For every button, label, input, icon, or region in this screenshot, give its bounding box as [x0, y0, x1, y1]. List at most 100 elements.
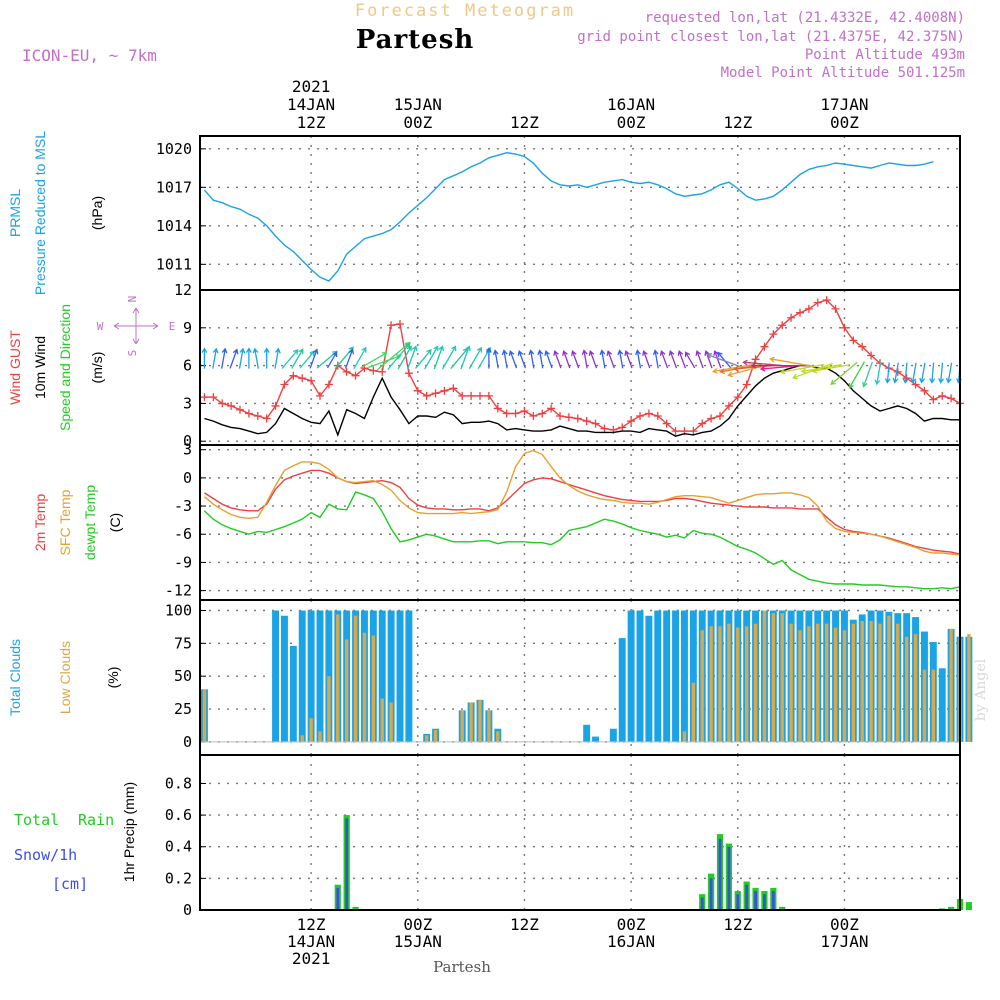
clouds-axis-label: Low Clouds: [57, 641, 73, 714]
wind-arrow: [910, 362, 917, 384]
clouds-bar: [618, 638, 626, 742]
pressure-ytick-label: 1014: [156, 217, 192, 235]
wind-point: [387, 321, 396, 330]
wind-point: [689, 427, 698, 436]
clouds-bar: [289, 645, 297, 742]
precip-bar: [345, 818, 349, 910]
wind-axis-label: Speed and Direction: [57, 304, 73, 431]
pressure-axis-label: Pressure Reduced to MSL: [32, 131, 48, 295]
wind-arrow: [800, 363, 842, 374]
temp-ytick-label: -3: [174, 497, 192, 515]
clouds-ytick-label: 100: [165, 602, 192, 620]
clouds-bar: [280, 615, 288, 742]
wind-point: [431, 389, 440, 398]
wind-arrow: [441, 345, 457, 370]
clouds-bar: [327, 676, 331, 742]
clouds-bar: [460, 710, 464, 742]
wind-arrow: [713, 349, 722, 369]
precip-bar: [779, 906, 786, 910]
temp-grid: [200, 445, 960, 600]
wind-point: [476, 391, 484, 400]
clouds-bar: [833, 627, 838, 742]
clouds-ytick-label: 25: [174, 700, 192, 718]
wind-arrow: [553, 349, 562, 369]
wind-arrow: [704, 349, 713, 369]
wind-axis-label: Wind GUST: [7, 330, 23, 405]
clouds-bar: [904, 636, 909, 742]
clouds-bar: [663, 610, 671, 742]
clouds-bar: [380, 698, 384, 742]
wind-arrow: [929, 362, 936, 384]
compass-arrows: [113, 307, 159, 345]
wind-arrow: [677, 349, 687, 369]
wind-point: [324, 380, 333, 389]
panel-clouds: 0 25 50 75 100 Total Clouds Low Clouds (%): [7, 599, 973, 756]
wind-arrow: [902, 362, 909, 384]
bottom-time-label: 00Z: [403, 915, 432, 934]
wind-arrow: [221, 347, 228, 369]
precip-bar: [736, 894, 740, 910]
wind-point: [467, 391, 476, 400]
clouds-axis-label: (%): [105, 667, 121, 689]
clouds-bar: [272, 610, 280, 742]
clouds-bar: [433, 730, 438, 742]
wind-point: [813, 298, 822, 307]
wind-point: [253, 412, 262, 421]
bottom-time-label: 12Z: [723, 915, 752, 934]
clouds-bar: [202, 689, 207, 742]
clouds-bar: [371, 635, 376, 742]
clouds-bar: [691, 682, 696, 742]
clouds-bar: [396, 610, 404, 742]
wind-arrow: [309, 348, 319, 369]
temp-ytick-label: 3: [183, 441, 192, 459]
pressure-ytick-label: 1011: [156, 255, 192, 273]
model-altitude: Model Point Altitude 501.125m: [721, 65, 965, 81]
clouds-bar: [627, 610, 635, 742]
clouds-bar: [816, 623, 820, 742]
clouds-bar: [325, 610, 333, 742]
wind-point: [564, 413, 573, 422]
clouds-bar: [700, 630, 704, 742]
compass-w: W: [97, 320, 104, 333]
bottom-time-label: 00Z: [830, 915, 859, 934]
temp-ytick-label: -9: [174, 553, 192, 571]
clouds-bar: [316, 610, 324, 742]
wind-arrow: [528, 349, 535, 369]
watermark: by Angel: [973, 658, 989, 721]
wind-point: [618, 423, 627, 432]
clouds-bar: [824, 623, 829, 742]
wind-frame: [199, 289, 961, 446]
clouds-bar: [789, 623, 793, 742]
bottom-time-label: 00Z: [617, 915, 646, 934]
precip-ytick-label: 0.4: [165, 838, 192, 856]
grid-point-coords: grid point closest lon,lat (21.4375E, 42…: [577, 29, 965, 45]
wind-arrow: [652, 349, 659, 369]
bottom-time-label: 15JAN: [394, 932, 442, 951]
temp-axis-label: dewpt Temp: [82, 485, 98, 560]
wind-arrow: [397, 345, 412, 370]
precip-bar: [727, 846, 731, 910]
pressure-ytick-label: 1017: [156, 178, 192, 196]
wind-arrow: [274, 347, 281, 369]
wind-point: [911, 380, 920, 389]
clouds-bar: [896, 623, 900, 742]
wind-point: [396, 320, 404, 329]
clouds-bar: [344, 639, 349, 742]
temp-line: [203, 491, 961, 590]
wind-point: [707, 414, 716, 423]
wind-arrow: [830, 361, 858, 386]
precip-bar: [700, 897, 704, 910]
wind-point: [520, 406, 529, 415]
wind-arrow: [238, 347, 246, 369]
top-time-label: 16JAN: [607, 95, 655, 114]
clouds-bar: [938, 668, 946, 742]
clouds-bar: [771, 613, 776, 742]
wind-axis-label: (m/s): [89, 352, 105, 384]
temp-ytick-label: 0: [183, 469, 192, 487]
precip-bar: [718, 838, 722, 910]
wind-point: [262, 414, 271, 423]
wind-arrow: [229, 348, 239, 369]
wind-point: [413, 386, 422, 395]
wind-arrow: [537, 349, 544, 369]
wind-point: [787, 313, 796, 322]
